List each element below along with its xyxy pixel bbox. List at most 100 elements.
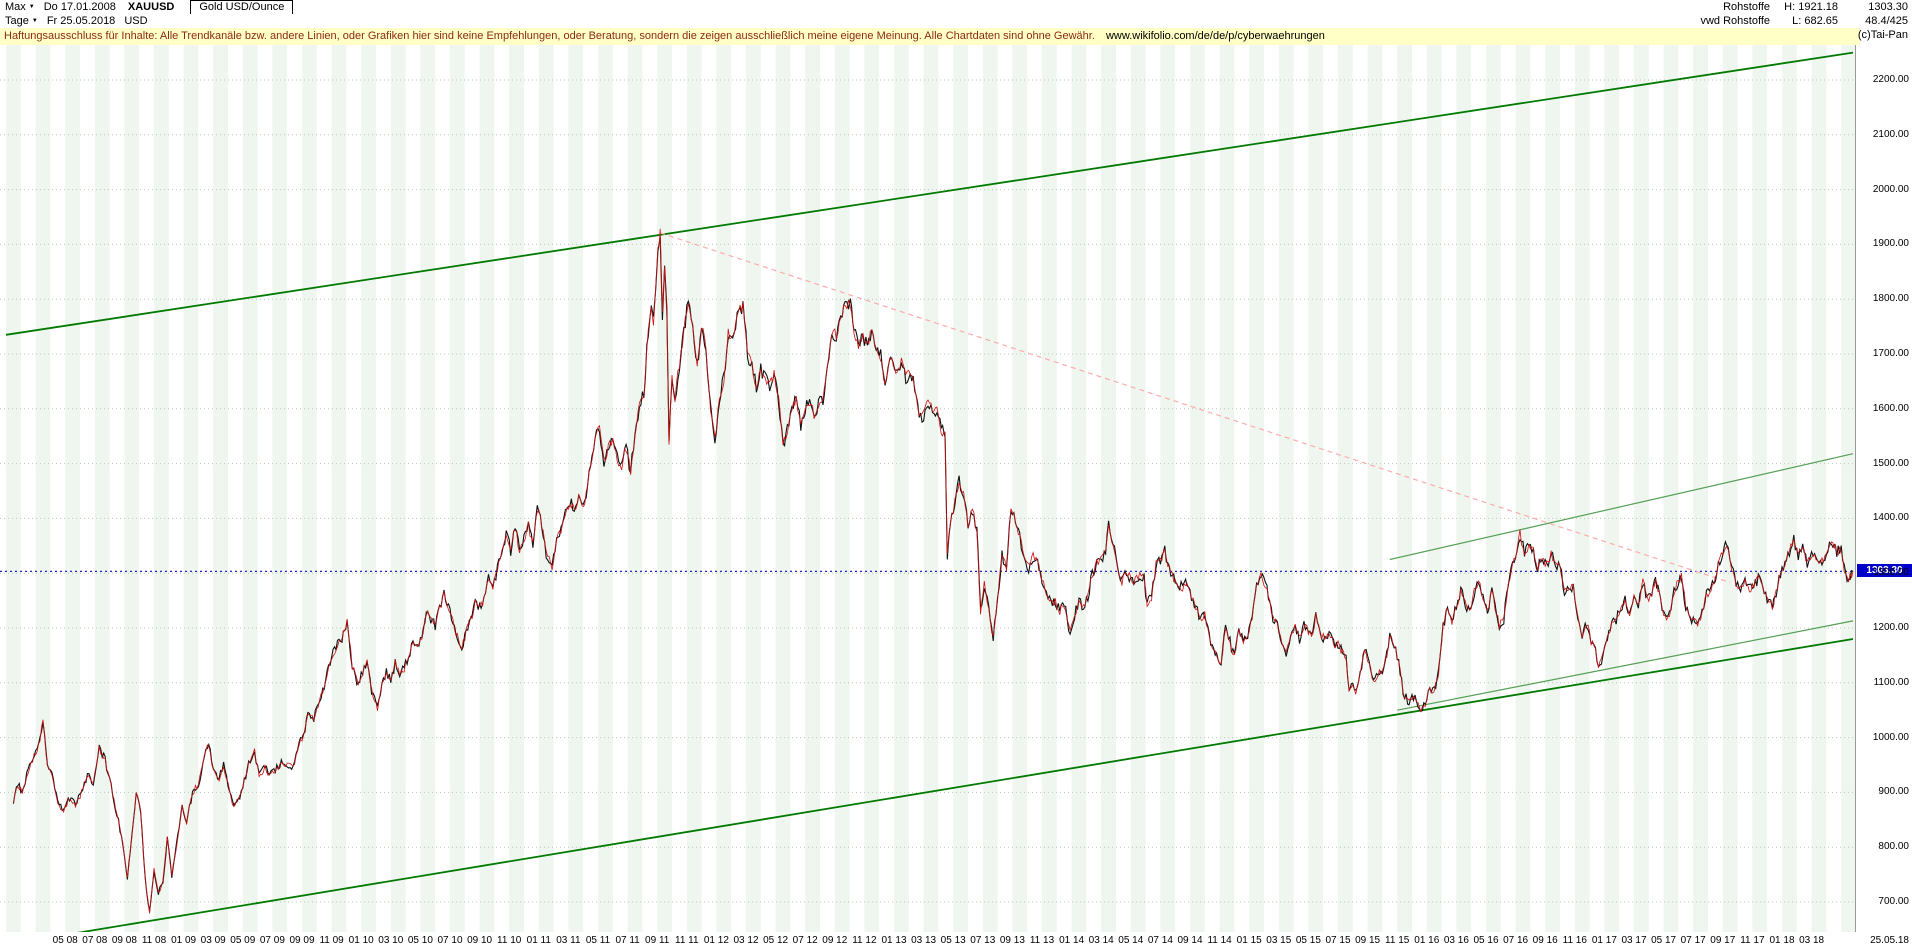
- price-chart-canvas[interactable]: [0, 45, 1856, 946]
- disclaimer-link[interactable]: www.wikifolio.com/de/de/p/cyberwaehrunge…: [1105, 30, 1325, 42]
- time-axis-label: 11 10: [497, 935, 522, 946]
- time-axis-label: 11 16: [1562, 935, 1587, 946]
- time-axis-label: 03 09: [200, 935, 226, 946]
- price-axis-label: 1900.00: [1872, 238, 1909, 250]
- copyright-label: (c)Tai-Pan: [1857, 29, 1908, 41]
- disclaimer-text: Haftungsausschluss für Inhalte: Alle Tre…: [4, 30, 1095, 42]
- price-axis-label: 1100.00: [1873, 676, 1909, 688]
- chevron-down-icon: ▼: [28, 4, 35, 10]
- price-axis-label: 2200.00: [1872, 74, 1909, 85]
- time-axis-label: 11 13: [1029, 935, 1055, 946]
- end-date-header-label: Fr 25.05.2018: [46, 15, 116, 27]
- time-axis-label: 01 11: [526, 935, 551, 946]
- time-axis-label: 11 11: [675, 935, 699, 946]
- current-price-flag: 1303.30: [1857, 564, 1912, 578]
- time-axis-label: 01 12: [703, 935, 729, 946]
- price-axis-label: 1000.00: [1872, 731, 1909, 743]
- time-axis-label: 03 10: [378, 935, 404, 946]
- time-axis-label: 07 17: [1680, 935, 1706, 946]
- time-axis-label: 01 09: [171, 935, 197, 946]
- period-dropdown-label: Tage: [5, 15, 29, 27]
- time-axis-label: 09 14: [1177, 935, 1203, 946]
- time-axis-label: 03 17: [1621, 935, 1647, 946]
- time-axis-label: 07 15: [1325, 935, 1351, 946]
- price-axis-label: 1400.00: [1872, 512, 1909, 524]
- price-axis-label: 900.00: [1878, 786, 1909, 798]
- period-low-label: L: 682.65: [1792, 15, 1838, 27]
- header-row-top: Max ▼ Do 17.01.2008 XAUUSD Gold USD/Ounc…: [0, 0, 1912, 15]
- time-axis-label: 09 16: [1532, 935, 1558, 946]
- time-axis-label: 05 17: [1651, 935, 1677, 946]
- time-axis-label: 03 18: [1799, 935, 1825, 946]
- time-axis-label: 07 16: [1503, 935, 1529, 946]
- time-axis-label: 05 16: [1473, 935, 1499, 946]
- disclaimer-bar: Haftungsausschluss für Inhalte: Alle Tre…: [0, 28, 1860, 45]
- price-chart[interactable]: [0, 45, 1856, 946]
- time-axis-label: 03 12: [733, 935, 759, 946]
- time-axis-label: 09 08: [111, 935, 137, 946]
- price-axis-label: 1500.00: [1872, 457, 1909, 469]
- misc-value-label: 48.4/425: [1865, 15, 1908, 27]
- time-axis-label: 05 13: [940, 935, 966, 946]
- time-axis-label: 03 11: [556, 935, 581, 946]
- time-axis-label: 09 12: [822, 935, 848, 946]
- time-axis-label: 01 15: [1236, 935, 1262, 946]
- time-axis-label: 01 17: [1591, 935, 1617, 946]
- time-axis-label: 11 09: [319, 935, 344, 946]
- time-axis-label: 09 09: [289, 935, 315, 946]
- time-axis-label: 05 15: [1295, 935, 1321, 946]
- time-axis-label: 11 12: [852, 935, 877, 946]
- time-axis-label: 09 17: [1710, 935, 1736, 946]
- price-axis-label: 1800.00: [1872, 293, 1909, 305]
- chevron-down-icon: ▼: [31, 18, 38, 24]
- time-axis-label: 05 10: [407, 935, 433, 946]
- price-axis: 1303.30 2200.00 2100.00 2000.00 1900.00 1800…: [1855, 45, 1912, 932]
- time-axis-label: 05 09: [230, 935, 256, 946]
- time-axis-label: 01 18: [1769, 935, 1795, 946]
- time-axis-label: 07 14: [1147, 935, 1173, 946]
- price-axis-label: 1200.00: [1872, 622, 1909, 633]
- range-dropdown-label: Max: [5, 1, 26, 13]
- time-axis-label: 07 13: [970, 935, 996, 946]
- time-axis-label: 11 08: [141, 935, 167, 946]
- time-axis-label: 11 17: [1740, 935, 1765, 946]
- time-axis-label: 01 14: [1059, 935, 1085, 946]
- time-axis-label: 07 10: [437, 935, 463, 946]
- price-axis-label: 1300.00: [1872, 567, 1909, 579]
- time-axis-label: 09 13: [999, 935, 1025, 946]
- period-dropdown[interactable]: Tage ▼: [5, 14, 38, 28]
- data-source-label: vwd Rohstoffe: [1700, 15, 1770, 27]
- time-axis-label: 09 10: [467, 935, 493, 946]
- price-axis-label: 800.00: [1878, 841, 1909, 853]
- price-axis-label: 1700.00: [1872, 348, 1909, 359]
- last-price-label: 1303.30: [1868, 1, 1908, 13]
- time-axis: 25.05.18 05 08 07 08 09 08 11 08 01 09 03 09 0…: [0, 932, 1912, 952]
- time-axis-label: 07 08: [82, 935, 108, 946]
- time-axis-label: 01 16: [1414, 935, 1440, 946]
- header-row-bottom: Tage ▼ Fr 25.05.2018 USD vwd Rohstoffe L…: [0, 14, 1912, 28]
- price-axis-label: 700.00: [1878, 896, 1909, 907]
- start-date-label: Do 17.01.2008: [43, 1, 116, 13]
- time-axis-label: 05 14: [1118, 935, 1144, 946]
- time-axis-label: 07 12: [792, 935, 818, 946]
- symbol-label: XAUUSD: [127, 1, 175, 13]
- range-dropdown[interactable]: Max ▼: [5, 0, 35, 14]
- time-axis-label: 01 13: [881, 935, 907, 946]
- price-axis-label: 1600.00: [1872, 402, 1909, 414]
- time-axis-label: 03 16: [1443, 935, 1469, 946]
- time-axis-label: 09 11: [645, 935, 670, 946]
- instrument-name-box[interactable]: Gold USD/Ounce: [190, 0, 294, 15]
- price-axis-label: 2000.00: [1872, 183, 1909, 195]
- time-axis-label: 11 15: [1385, 935, 1410, 946]
- time-axis-label: 09 15: [1355, 935, 1381, 946]
- time-axis-label: 03 13: [911, 935, 937, 946]
- time-axis-label: 03 14: [1088, 935, 1114, 946]
- time-axis-label: 05 08: [52, 935, 78, 946]
- time-axis-label: 05 11: [585, 935, 611, 946]
- time-axis-label: 01 10: [348, 935, 374, 946]
- time-axis-label: 07 11: [615, 935, 640, 946]
- time-axis-label: 11 14: [1207, 935, 1232, 946]
- time-axis-label: 07 09: [259, 935, 285, 946]
- price-axis-label: 2100.00: [1872, 128, 1909, 140]
- time-axis-label: 03 15: [1266, 935, 1292, 946]
